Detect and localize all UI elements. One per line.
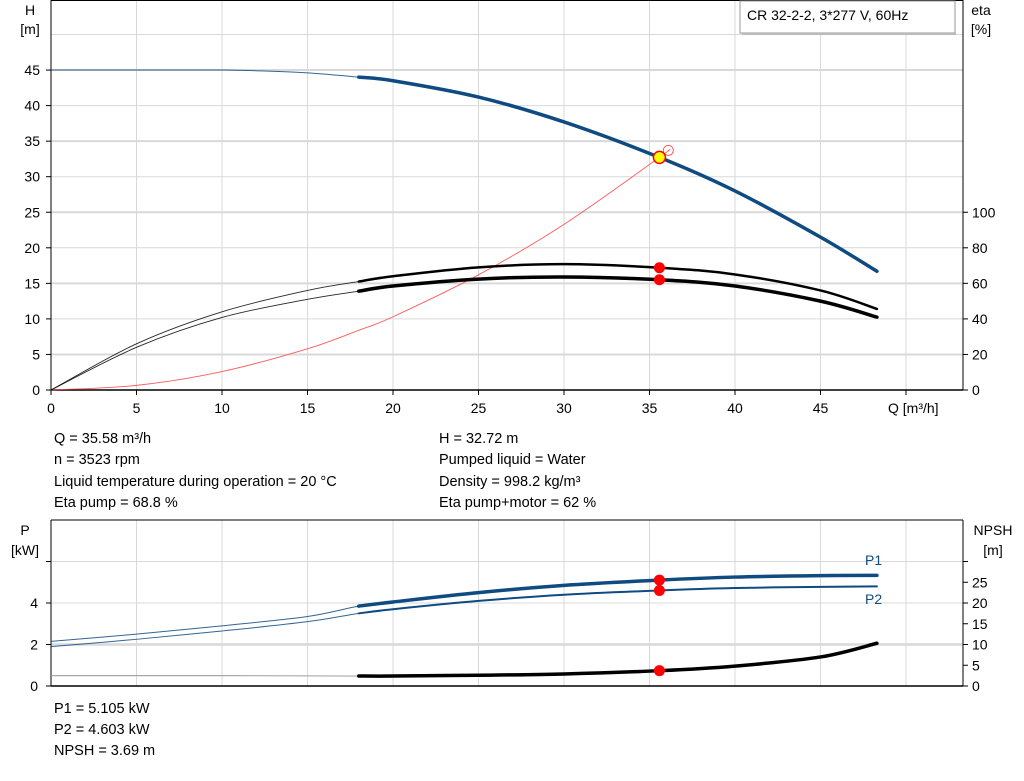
info-eta-pump-motor: Eta pump+motor = 62 % bbox=[439, 495, 597, 511]
y-tick-label-right: 20 bbox=[972, 346, 988, 362]
duty-point-npsh bbox=[653, 665, 665, 677]
x-tick-label: 25 bbox=[471, 400, 487, 416]
y-tick-label-right: 25 bbox=[972, 574, 988, 590]
y-tick-label-right: 60 bbox=[972, 275, 988, 291]
y-tick-label-left: 0 bbox=[32, 382, 40, 398]
y-tick-label-right: 0 bbox=[972, 382, 980, 398]
p2-curve-line-operating bbox=[357, 585, 878, 615]
info-n: n = 3523 rpm bbox=[54, 452, 140, 468]
npsh-curve-operating bbox=[357, 641, 879, 678]
y-tick-label-left: 30 bbox=[24, 169, 40, 185]
info-q: Q = 35.58 m³/h bbox=[54, 431, 152, 447]
x-tick-label: 40 bbox=[727, 400, 743, 416]
x-tick-label: 30 bbox=[556, 400, 572, 416]
npsh-curve-thin-line bbox=[50, 642, 878, 677]
duty-point-eta-pump bbox=[653, 262, 665, 274]
y-axis-label-left: P bbox=[20, 522, 29, 538]
info-npsh: NPSH = 3.69 m bbox=[54, 743, 156, 759]
head-efficiency-chart: 0 5 10 15 20 25 30 35 40 45 Q [m³/h] 0 5 10 15 20 25 30 35… bbox=[20, 0, 996, 416]
y-tick-label-left: 40 bbox=[24, 98, 40, 114]
y-tick-label-left: 25 bbox=[24, 204, 40, 220]
power-npsh-chart: 0 2 4 0 5 10 15 20 25 P [kW] NPSH [m] P1 P2 bbox=[11, 519, 1013, 694]
system-curve-line bbox=[50, 149, 671, 391]
y-tick-label-left: 35 bbox=[24, 133, 40, 149]
y-axis-unit-left: [kW] bbox=[11, 542, 39, 558]
x-tick-label: 10 bbox=[214, 400, 230, 416]
y-tick-label-right: 0 bbox=[972, 678, 980, 694]
y-tick-label-left: 20 bbox=[24, 240, 40, 256]
y-tick-label-right: 100 bbox=[972, 204, 996, 220]
x-tick-label: 5 bbox=[133, 400, 141, 416]
head-curve-line bbox=[51, 69, 878, 272]
y-tick-label-left: 5 bbox=[32, 346, 40, 362]
system-curve-end-marker bbox=[662, 144, 674, 156]
y-axis-unit-right: [m] bbox=[983, 542, 1002, 558]
y-axis-label-left: H bbox=[25, 2, 35, 18]
y-tick-label-right: 80 bbox=[972, 240, 988, 256]
eta-pump-motor-curve-line-operating bbox=[357, 275, 879, 319]
x-tick-label: 45 bbox=[813, 400, 829, 416]
y-axis-label-right: eta bbox=[971, 2, 991, 18]
info-temperature: Liquid temperature during operation = 20… bbox=[54, 474, 337, 490]
p2-curve-label: P2 bbox=[865, 591, 882, 607]
x-axis-label: Q [m³/h] bbox=[888, 400, 939, 416]
y-tick-label-left: 4 bbox=[30, 595, 38, 611]
y-tick-label-right: 15 bbox=[972, 616, 988, 632]
y-tick-label-left: 0 bbox=[30, 678, 38, 694]
x-tick-label: 35 bbox=[642, 400, 658, 416]
info-h: H = 32.72 m bbox=[439, 431, 519, 447]
y-tick-label-left: 15 bbox=[24, 275, 40, 291]
info-liquid: Pumped liquid = Water bbox=[439, 452, 586, 468]
duty-point-eta-pump-motor bbox=[653, 274, 665, 286]
y-axis-unit-left: [m] bbox=[20, 21, 39, 37]
y-tick-label-right: 20 bbox=[972, 595, 988, 611]
legend-box: CR 32-2-2, 3*277 V, 60Hz bbox=[739, 0, 956, 35]
x-tick-label: 20 bbox=[385, 400, 401, 416]
info-p1: P1 = 5.105 kW bbox=[54, 701, 150, 717]
duty-point-p1 bbox=[653, 574, 665, 586]
info-eta-pump: Eta pump = 68.8 % bbox=[54, 495, 178, 511]
y-tick-label-right: 40 bbox=[972, 311, 988, 327]
x-tick-label: 0 bbox=[47, 400, 55, 416]
info-density: Density = 998.2 kg/m³ bbox=[439, 474, 581, 490]
legend-box-text: CR 32-2-2, 3*277 V, 60Hz bbox=[747, 7, 908, 23]
y-tick-label-right: 5 bbox=[972, 657, 980, 673]
y-tick-label-right: 10 bbox=[972, 637, 988, 653]
y-axis-label-right: NPSH bbox=[974, 522, 1013, 538]
y-axis-unit-right: [%] bbox=[971, 21, 991, 37]
eta-pump-curve-line-operating bbox=[357, 262, 879, 311]
y-tick-label-left: 2 bbox=[30, 637, 38, 653]
duty-point-head bbox=[652, 150, 667, 165]
p1-curve-line-operating bbox=[357, 573, 879, 608]
head-curve-line-operating bbox=[357, 75, 879, 274]
duty-point-p2 bbox=[653, 584, 665, 596]
p1-curve-line bbox=[50, 574, 877, 642]
y-tick-label-left: 45 bbox=[24, 62, 40, 78]
eta-pump-motor-curve-line bbox=[50, 276, 878, 391]
y-tick-label-left: 10 bbox=[24, 311, 40, 327]
p1-curve-label: P1 bbox=[865, 552, 882, 568]
info-p2: P2 = 4.603 kW bbox=[54, 722, 150, 738]
x-tick-label: 15 bbox=[300, 400, 316, 416]
